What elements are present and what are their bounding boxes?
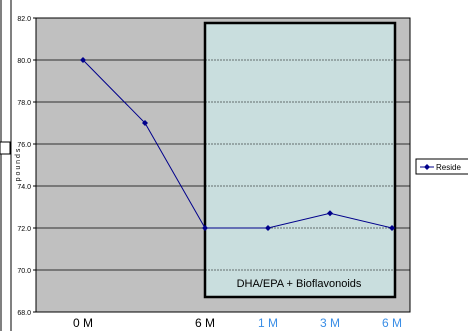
y-tick-label: 78.0 — [17, 100, 31, 107]
y-tick-label: 82.0 — [17, 16, 31, 23]
data-point-marker — [265, 225, 271, 231]
legend-entry-label: Reside — [436, 163, 461, 172]
y-tick-label: 72.0 — [17, 226, 31, 233]
y-tick-label: 80.0 — [17, 58, 31, 65]
shaded-region — [203, 21, 397, 299]
y-tick-label: 70.0 — [17, 268, 31, 275]
data-point-marker — [202, 225, 208, 231]
series-layer — [80, 57, 395, 231]
intervention-box — [203, 21, 397, 299]
y-tick-label: 74.0 — [17, 184, 31, 191]
x-tick-label: 6 M — [382, 316, 402, 330]
x-axis-ticks: 0 M 6 M 1 M 3 M 6 M — [73, 316, 402, 330]
x-tick-label: 6 M — [195, 316, 215, 330]
y-tick-label: 76.0 — [17, 142, 31, 149]
data-point-marker — [142, 120, 148, 126]
x-tick-label: 1 M — [258, 316, 278, 330]
legend: Reside — [415, 158, 468, 175]
legend-diamond-marker — [424, 164, 430, 170]
data-point-marker — [80, 57, 86, 63]
x-tick-label: 0 M — [73, 316, 93, 330]
data-point-marker — [327, 210, 333, 217]
legend-box — [415, 158, 468, 175]
x-tick-label: 3 M — [320, 316, 340, 330]
left-edge-stub — [0, 141, 11, 155]
series-line — [82, 59, 393, 229]
y-axis-ticks: 68.0 70.0 72.0 74.0 76.0 78.0 80.0 82.0 — [17, 16, 36, 317]
data-point-marker — [389, 225, 395, 231]
y-axis-label: p o u n d s — [15, 148, 22, 181]
annotation-label: DHA/EPA + Bioflavonoids — [237, 278, 362, 290]
y-tick-label: 68.0 — [17, 310, 31, 317]
